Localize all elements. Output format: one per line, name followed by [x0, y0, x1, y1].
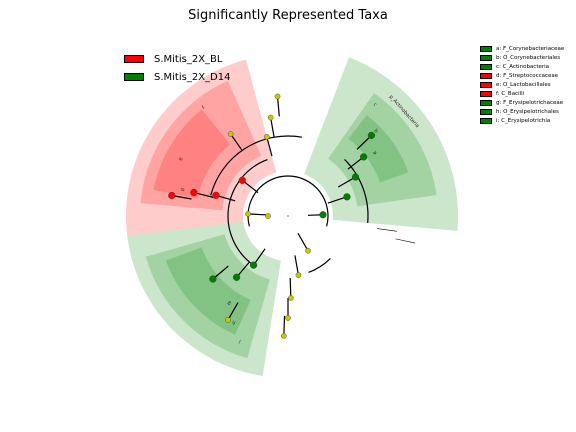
clade-sector-h	[145, 234, 270, 359]
tree-root-arc	[247, 175, 329, 227]
tree-spoke	[248, 213, 269, 216]
clade-swatch	[480, 90, 492, 97]
clade-legend-label: f: C_Bacilli	[496, 90, 525, 97]
clade-sector-c	[304, 57, 458, 231]
clade-legend-label: h: O_Erysipelotrichales	[496, 108, 559, 115]
clade-letter-a: a	[371, 150, 378, 156]
clade-letter-g: g	[226, 300, 232, 307]
tree-spoke	[266, 136, 273, 157]
legend-swatch-bl	[124, 55, 144, 63]
tree-branch-arc	[210, 135, 302, 196]
legend-label-bl: S.Mitis_2X_BL	[154, 53, 223, 65]
legend-label-d14: S.Mitis_2X_D14	[154, 71, 231, 83]
clade-legend-label: d: F_Streptococcaceae	[496, 72, 559, 79]
clade-sector-d	[153, 109, 231, 199]
node-nonsig	[295, 272, 302, 278]
clade-legend-item: f: C_Bacilli	[480, 89, 564, 98]
clade-letter-d: d	[180, 188, 187, 193]
clade-sector-e	[140, 80, 262, 211]
clade-legend-item: e: O_Lactobacillales	[480, 80, 564, 89]
clade-legend-item: i: C_Erysipelotrichia	[480, 116, 564, 125]
clade-legend-label: e: O_Lactobacillales	[496, 81, 551, 88]
legend-swatch-d14	[124, 73, 144, 81]
tree-branch-arc	[308, 258, 331, 273]
clade-swatch	[480, 117, 492, 124]
node-d14	[351, 173, 360, 181]
node-nonsig	[225, 317, 231, 323]
group-legend: S.Mitis_2X_BL S.Mitis_2X_D14	[124, 51, 230, 87]
tree-spoke	[377, 228, 397, 232]
node-d14	[343, 193, 351, 201]
tree-spoke	[270, 117, 275, 138]
node-bl	[168, 191, 176, 200]
node-nonsig	[267, 114, 274, 121]
clade-swatch	[480, 108, 492, 115]
clade-letter-f: f	[201, 105, 206, 111]
node-d14	[209, 275, 217, 283]
clade-legend-item: c: C_Actinobacteria	[480, 62, 564, 71]
clade-legend-item: g: F_Erysipelotrichaceae	[480, 98, 564, 107]
node-bl	[238, 176, 246, 184]
clade-sector-a	[348, 115, 409, 183]
clade-legend-label: i: C_Erysipelotrichia	[496, 117, 551, 124]
clade-letter-h: h	[231, 319, 237, 326]
tree-spoke	[283, 315, 286, 336]
node-nonsig	[281, 333, 287, 339]
node-nonsig	[245, 211, 251, 217]
clade-letter-i: i	[238, 338, 241, 344]
tree-branch-arc	[227, 159, 268, 266]
clade-letter-c: c	[372, 102, 378, 109]
clade-sector-g	[165, 247, 251, 335]
node-d14	[232, 273, 241, 281]
tree-spoke	[297, 233, 309, 251]
clade-swatch	[480, 54, 492, 61]
clade-letter-b: b	[372, 128, 379, 134]
node-nonsig	[285, 315, 291, 321]
clade-letter-e: e	[178, 156, 185, 162]
node-d14	[360, 153, 368, 161]
clade-swatch	[480, 45, 492, 52]
tree-spoke	[289, 277, 292, 298]
root-node	[287, 215, 289, 217]
tree-branch-arc	[344, 159, 369, 224]
legend-item-bl: S.Mitis_2X_BL	[124, 51, 230, 67]
node-d14	[319, 211, 327, 219]
node-bl	[190, 188, 198, 197]
clade-swatch	[480, 81, 492, 88]
clade-legend-label: b: O_Corynebacteriales	[496, 54, 561, 61]
node-nonsig	[263, 133, 270, 140]
clade-legend-label: g: F_Erysipelotrichaceae	[496, 99, 564, 106]
node-bl	[212, 191, 220, 199]
clade-legend-label: c: C_Actinobacteria	[496, 63, 550, 70]
node-nonsig	[265, 213, 271, 219]
node-nonsig	[305, 247, 311, 254]
clade-legend-label: a: F_Corynebacteriaceae	[496, 45, 565, 52]
clade-legend: a: F_Corynebacteriaceae b: O_Corynebacte…	[480, 44, 564, 125]
clade-legend-item: b: O_Corynebacteriales	[480, 53, 564, 62]
tree-spoke	[227, 302, 239, 321]
node-nonsig	[227, 131, 234, 137]
clade-swatch	[480, 72, 492, 79]
legend-item-d14: S.Mitis_2X_D14	[124, 69, 230, 85]
tree-spoke	[294, 255, 300, 276]
node-d14	[367, 131, 376, 140]
clade-sector-i	[127, 221, 281, 377]
clade-swatch	[480, 63, 492, 70]
tree-spoke	[230, 133, 243, 151]
clade-legend-item: d: F_Streptococcaceae	[480, 71, 564, 80]
clade-sector-f	[126, 59, 277, 236]
tree-spoke	[276, 96, 280, 117]
clade-swatch	[480, 99, 492, 106]
node-d14	[249, 261, 258, 269]
node-nonsig	[288, 295, 294, 301]
node-nonsig	[274, 93, 281, 100]
tree-spoke	[395, 238, 416, 244]
clade-legend-item: a: F_Corynebacteriaceae	[480, 44, 564, 53]
clade-legend-item: h: O_Erysipelotrichales	[480, 107, 564, 116]
chart-title: Significantly Represented Taxa	[188, 8, 388, 23]
